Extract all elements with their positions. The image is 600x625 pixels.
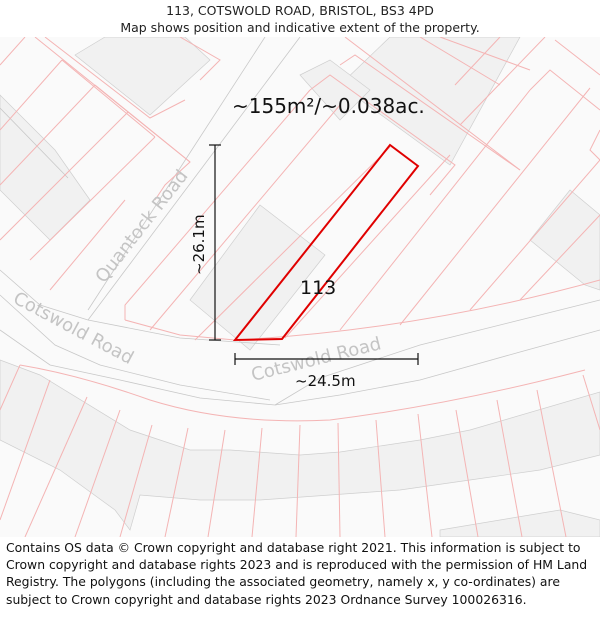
plot-number-label: 113 (300, 277, 336, 299)
area-label: ~155m²/~0.038ac. (232, 94, 425, 118)
property-map[interactable]: Quantock Road Cotswold Road Cotswold Roa… (0, 37, 600, 537)
property-address-title: 113, COTSWOLD ROAD, BRISTOL, BS3 4PD (166, 3, 434, 18)
width-dimension-label: ~24.5m (295, 372, 356, 390)
map-header: 113, COTSWOLD ROAD, BRISTOL, BS3 4PD Map… (0, 0, 600, 39)
height-dimension-label: ~26.1m (190, 214, 208, 275)
road-outlines (0, 37, 600, 406)
height-dimension-line (209, 144, 221, 341)
width-dimension-line (234, 353, 419, 365)
map-subtitle: Map shows position and indicative extent… (120, 20, 480, 35)
property-boundary[interactable] (232, 143, 420, 342)
copyright-notice: Contains OS data © Crown copyright and d… (6, 540, 588, 607)
